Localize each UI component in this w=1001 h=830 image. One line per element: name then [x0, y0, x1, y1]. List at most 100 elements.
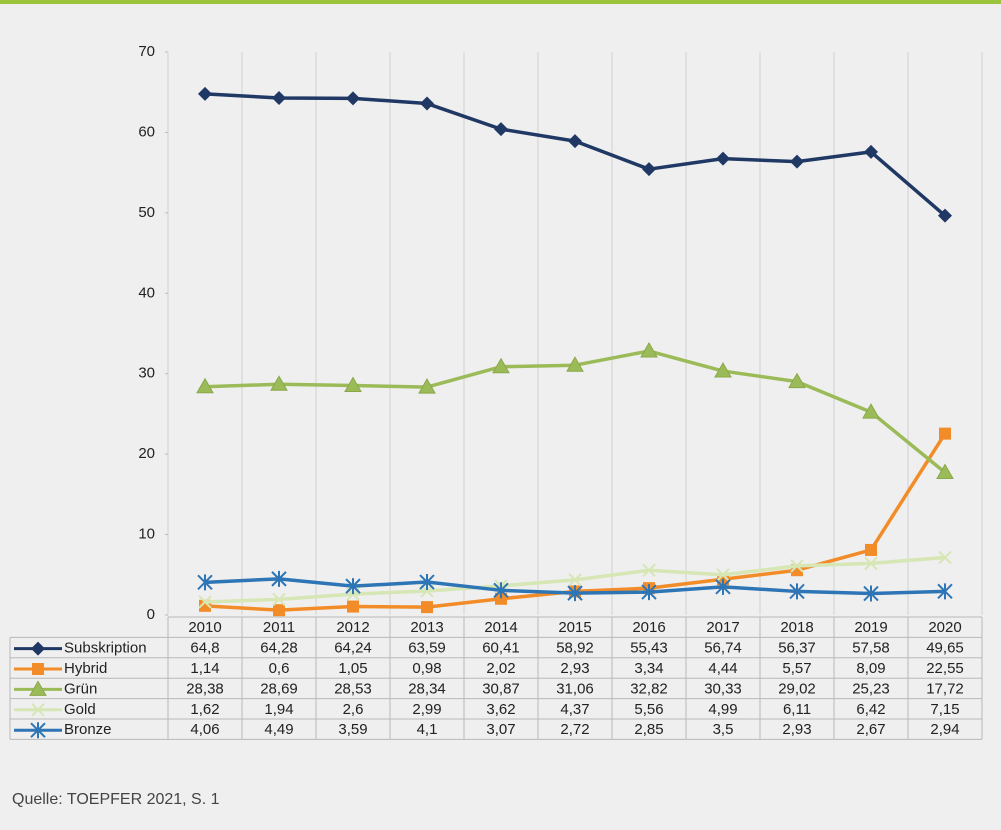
data-label: 28,69: [260, 680, 298, 697]
marker: [938, 208, 952, 223]
data-label: 57,58: [852, 640, 890, 657]
y-tick-label: 30: [138, 365, 155, 382]
y-tick-label: 0: [147, 606, 155, 623]
marker: [347, 600, 359, 613]
data-label: 3,07: [486, 721, 515, 738]
legend-label: Hybrid: [64, 660, 107, 677]
marker: [716, 568, 730, 582]
data-label: 30,33: [704, 680, 742, 697]
data-label: 56,37: [778, 640, 816, 657]
data-label: 4,37: [560, 701, 589, 718]
data-label: 3,62: [486, 701, 515, 718]
marker: [936, 463, 954, 479]
marker: [271, 570, 287, 587]
legend-label: Grün: [64, 680, 97, 697]
x-tick-label: 2011: [263, 619, 295, 636]
marker: [197, 574, 213, 591]
marker: [344, 376, 362, 393]
data-label: 2,93: [560, 660, 589, 677]
top-bar: [0, 0, 1001, 4]
data-label: 28,53: [334, 680, 372, 697]
data-label: 2,6: [343, 701, 364, 718]
marker: [29, 680, 47, 696]
marker: [788, 372, 806, 389]
x-tick-label: 2015: [558, 619, 591, 636]
legend-label: Subskription: [64, 640, 147, 657]
data-label: 6,42: [856, 701, 885, 718]
marker: [641, 584, 657, 601]
data-label: 28,34: [408, 680, 446, 697]
marker: [419, 574, 435, 591]
data-label: 30,87: [482, 680, 520, 697]
marker: [270, 375, 288, 391]
data-label: 2,99: [412, 701, 441, 718]
marker: [493, 582, 509, 599]
y-tick-label: 50: [138, 204, 155, 221]
marker: [568, 573, 582, 587]
marker: [716, 151, 730, 166]
data-label: 49,65: [926, 640, 964, 657]
data-label: 4,99: [708, 701, 737, 718]
marker: [864, 144, 878, 159]
legend-label: Gold: [64, 701, 96, 718]
data-label: 25,23: [852, 680, 890, 697]
data-label: 64,28: [260, 640, 298, 657]
data-label: 2,93: [782, 721, 811, 738]
data-label: 2,02: [486, 660, 515, 677]
marker: [198, 86, 212, 101]
data-label: 55,43: [630, 640, 668, 657]
marker: [418, 378, 436, 394]
marker: [862, 403, 880, 419]
marker: [345, 578, 361, 595]
x-tick-label: 2016: [632, 619, 665, 636]
marker: [715, 578, 731, 595]
marker: [494, 122, 508, 137]
data-label: 4,44: [708, 660, 737, 677]
data-label: 2,72: [560, 721, 589, 738]
data-label: 64,8: [190, 640, 219, 657]
marker: [421, 601, 433, 614]
marker: [420, 96, 434, 111]
data-label: 2,94: [930, 721, 959, 738]
marker: [272, 91, 286, 106]
marker: [567, 585, 583, 602]
data-label: 56,74: [704, 640, 742, 657]
x-tick-label: 2010: [188, 619, 221, 636]
marker: [273, 604, 285, 617]
marker: [863, 585, 879, 602]
marker: [642, 563, 656, 577]
marker: [789, 583, 805, 600]
x-tick-label: 2013: [410, 619, 443, 636]
data-label: 64,24: [334, 640, 372, 657]
data-label: 0,98: [412, 660, 441, 677]
marker: [272, 592, 286, 607]
marker: [31, 641, 45, 656]
marker: [938, 550, 952, 565]
y-tick-label: 40: [138, 284, 155, 301]
data-label: 3,5: [713, 721, 734, 738]
marker: [790, 559, 804, 573]
marker: [566, 356, 584, 372]
data-label: 0,6: [269, 660, 290, 677]
x-tick-label: 2020: [928, 619, 961, 636]
y-tick-label: 70: [138, 43, 155, 60]
marker: [865, 543, 877, 556]
data-label: 58,92: [556, 640, 594, 657]
marker: [937, 583, 953, 600]
x-tick-label: 2018: [780, 619, 813, 636]
data-label: 3,59: [338, 721, 367, 738]
data-label: 4,49: [264, 721, 293, 738]
marker: [346, 91, 360, 106]
data-label: 17,72: [926, 680, 964, 697]
marker: [714, 362, 732, 378]
x-tick-label: 2012: [336, 619, 369, 636]
source: Quelle: TOEPFER 2021, S. 1: [12, 791, 220, 808]
marker: [198, 595, 212, 609]
marker: [640, 342, 658, 358]
data-label: 7,15: [930, 701, 959, 718]
marker: [864, 556, 878, 571]
data-label: 1,05: [338, 660, 367, 677]
data-label: 2,85: [634, 721, 663, 738]
